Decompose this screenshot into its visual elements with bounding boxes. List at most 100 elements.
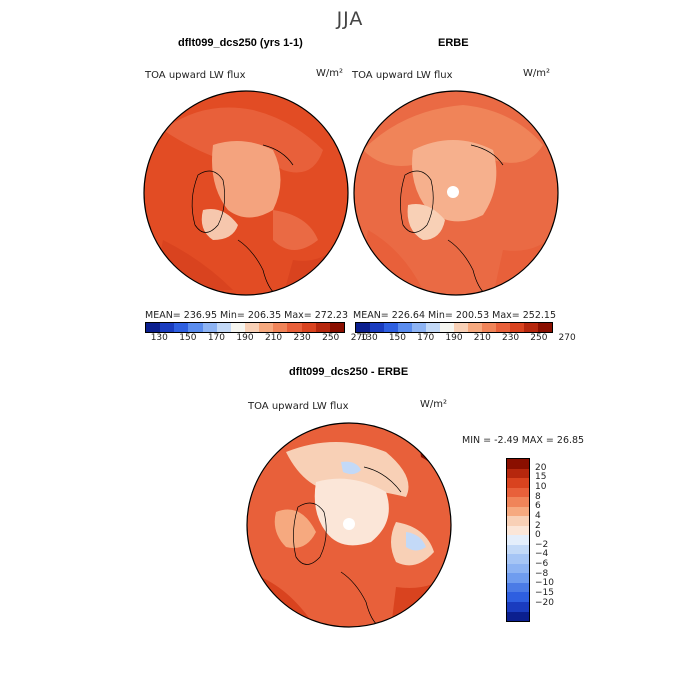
diff-colorbar-swatch — [507, 554, 529, 564]
panel-2-units: W/m² — [523, 68, 551, 79]
diff-colorbar-tick-label: −2 — [535, 539, 549, 550]
colorbar-tick-label: 230 — [293, 333, 311, 343]
colorbar-tick-label: 210 — [473, 333, 491, 343]
diff-units: W/m² — [420, 399, 448, 410]
panel-1-stats: MEAN= 236.95 Min= 206.35 Max= 272.23 — [145, 310, 349, 321]
diff-colorbar-swatches — [506, 458, 530, 622]
colorbar-swatch — [440, 323, 454, 332]
colorbar-swatch — [510, 323, 524, 332]
colorbar-tick-label: 190 — [445, 333, 463, 343]
colorbar-2-swatches — [355, 322, 553, 333]
panel-2-title: ERBE — [438, 37, 469, 49]
diff-colorbar-ticks: 20 15 10 8 6 4 2 0 −2 −4 −6 −8 −10 −15 −20 — [535, 458, 575, 622]
colorbar-tick-label: 170 — [207, 333, 226, 343]
colorbar-1-ticks: 130 150 170 190 210 230 250 270 — [145, 333, 368, 345]
colorbar-tick-label: 230 — [501, 333, 520, 343]
panel-2-stats: MEAN= 226.64 Min= 200.53 Max= 252.15 — [353, 310, 557, 321]
colorbar-tick-label: 210 — [264, 333, 283, 343]
diff-colorbar-swatch — [507, 582, 529, 593]
colorbar-swatch — [202, 323, 217, 332]
diff-colorbar-tick-label: 15 — [535, 472, 547, 483]
colorbar-swatch — [230, 323, 245, 332]
colorbar-tick-label: 190 — [236, 333, 254, 343]
diff-map-region — [274, 509, 316, 548]
colorbar-tick-label: 250 — [530, 333, 548, 343]
colorbar-tick-label: 270 — [350, 333, 368, 343]
colorbar-swatch — [244, 323, 260, 332]
diff-map-negative-area — [341, 461, 361, 475]
colorbar-swatch — [216, 323, 231, 332]
colorbar-tick-label: 150 — [179, 333, 197, 343]
diff-colorbar-swatch — [507, 487, 529, 498]
colorbar-tick-label: 270 — [558, 333, 576, 343]
panel-1-map — [143, 90, 349, 296]
panel-1-colorbar: 130 150 170 190 210 230 250 270 — [145, 322, 368, 345]
colorbar-swatch — [174, 323, 189, 332]
colorbar-swatch — [468, 323, 482, 332]
diff-colorbar-tick-label: 2 — [535, 520, 541, 531]
diff-colorbar-swatch — [507, 563, 529, 574]
diff-title: dflt099_dcs250 - ERBE — [289, 366, 409, 378]
diff-colorbar-tick-label: −20 — [535, 597, 554, 608]
colorbar-swatch — [482, 323, 496, 332]
season-title: JJA — [336, 8, 364, 30]
colorbar-swatch — [315, 323, 330, 332]
colorbar-swatch — [356, 323, 370, 332]
diff-colorbar-tick-label: −15 — [535, 588, 554, 599]
diff-colorbar-swatch — [507, 478, 529, 488]
map-1-arctic — [212, 141, 281, 218]
colorbar-tick-label: 130 — [150, 333, 168, 343]
map-2-pole-hole — [447, 186, 459, 198]
diff-colorbar-tick-label: 6 — [535, 501, 541, 512]
diff-map-pole-hole — [343, 518, 355, 530]
diff-colorbar-swatch — [507, 516, 529, 526]
colorbar-swatch — [301, 323, 316, 332]
colorbar-swatch — [524, 323, 538, 332]
colorbar-swatch — [370, 323, 384, 332]
colorbar-swatch — [188, 323, 203, 332]
diff-colorbar-tick-label: 4 — [535, 510, 541, 521]
diff-colorbar-swatch — [507, 468, 529, 479]
map-2-coastline — [400, 170, 434, 233]
map-1-coastline — [191, 170, 225, 233]
colorbar-swatch — [398, 323, 412, 332]
colorbar-swatch — [146, 323, 161, 332]
colorbar-swatch — [496, 323, 510, 332]
diff-colorbar-tick-label: −10 — [535, 578, 554, 589]
panel-2-colorbar: 130 150 170 190 210 230 250 270 — [355, 322, 576, 345]
diff-colorbar-tick-label: −6 — [535, 559, 549, 570]
diff-map — [246, 422, 452, 628]
colorbar-swatch — [259, 323, 274, 332]
panel-1-units: W/m² — [316, 68, 344, 79]
panel-1-title: dflt099_dcs250 (yrs 1-1) — [178, 37, 303, 49]
diff-map-coastline — [363, 466, 402, 493]
colorbar-tick-label: 170 — [417, 333, 435, 343]
map-1-border — [143, 90, 349, 296]
colorbar-tick-label: 130 — [360, 333, 378, 343]
colorbar-tick-label: 150 — [388, 333, 407, 343]
colorbar-swatch — [384, 323, 398, 332]
diff-map-arctic — [314, 478, 389, 546]
colorbar-swatch — [538, 323, 552, 332]
diff-colorbar-swatch — [507, 592, 529, 602]
diff-colorbar — [506, 458, 530, 622]
diff-colorbar-swatch — [507, 611, 529, 622]
colorbar-swatch — [287, 323, 302, 332]
map-2-greenland — [407, 204, 445, 240]
diff-colorbar-swatch — [507, 573, 529, 583]
panel-2-map — [353, 90, 559, 296]
diff-map-negative-area — [406, 532, 426, 551]
diff-colorbar-tick-label: 20 — [535, 462, 547, 473]
panel-1-variable: TOA upward LW flux — [145, 70, 246, 81]
diff-colorbar-tick-label: 8 — [535, 491, 541, 502]
colorbar-1-swatches — [145, 322, 345, 333]
diff-colorbar-swatch — [507, 525, 529, 536]
diff-colorbar-swatch — [507, 544, 529, 555]
colorbar-swatch — [454, 323, 468, 332]
diff-colorbar-swatch — [507, 459, 529, 469]
map-2-region — [363, 105, 543, 166]
map-1-coastline — [262, 144, 294, 166]
diff-map-coastline — [293, 502, 327, 565]
diff-colorbar-tick-label: 0 — [535, 530, 541, 541]
diff-colorbar-swatch — [507, 506, 529, 517]
